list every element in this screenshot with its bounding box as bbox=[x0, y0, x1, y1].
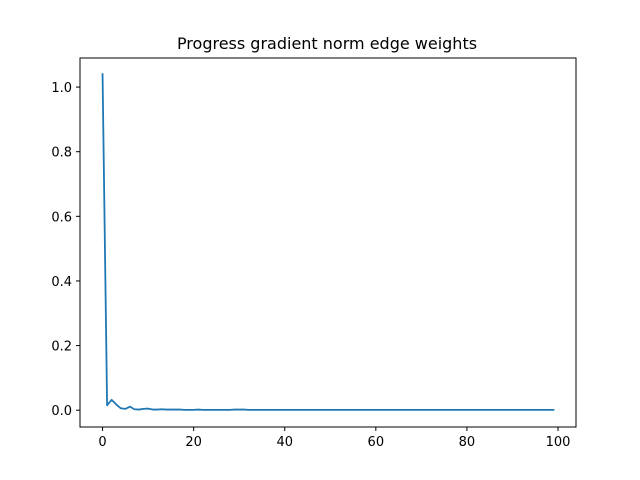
y-tick-label: 0.6 bbox=[51, 210, 72, 225]
chart-title: Progress gradient norm edge weights bbox=[177, 34, 477, 53]
series-line-0 bbox=[101, 73, 555, 411]
y-tick-label: 0.2 bbox=[51, 340, 72, 355]
x-tick-label: 0 bbox=[98, 435, 106, 450]
x-tick-label: 20 bbox=[185, 435, 202, 450]
plot-frame bbox=[79, 57, 577, 428]
y-tick-label: 0.0 bbox=[51, 404, 72, 419]
x-tick-label: 80 bbox=[459, 435, 476, 450]
x-tick-label: 100 bbox=[546, 435, 571, 450]
y-axis: 0.0 0.2 0.4 0.6 0.8 1.0 bbox=[51, 81, 80, 419]
x-axis: 0 20 40 60 80 100 bbox=[98, 427, 570, 450]
x-tick-label: 60 bbox=[368, 435, 385, 450]
plot-area bbox=[101, 73, 555, 411]
x-tick-label: 40 bbox=[276, 435, 293, 450]
y-tick-label: 1.0 bbox=[51, 81, 72, 96]
y-tick-label: 0.8 bbox=[51, 146, 72, 161]
y-tick-label: 0.4 bbox=[51, 275, 72, 290]
